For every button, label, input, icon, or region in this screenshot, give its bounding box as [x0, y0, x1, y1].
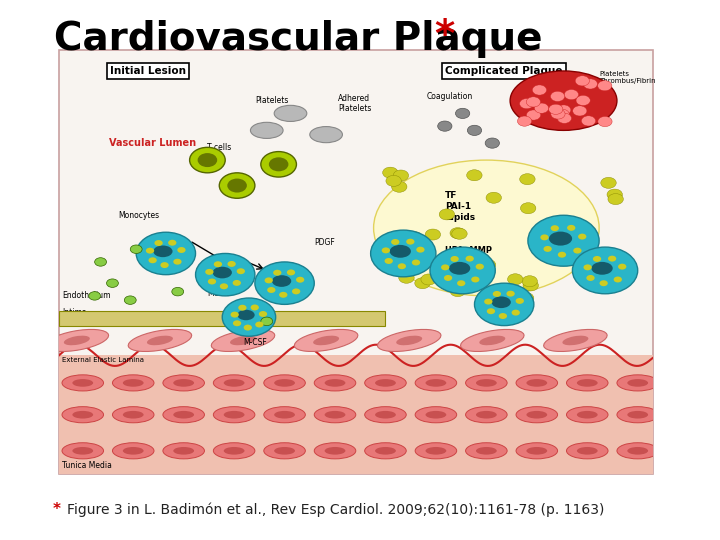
Text: *: *: [434, 17, 454, 55]
Text: Figure 3 in L. Badimón et al., Rev Esp Cardiol. 2009;62(10):1161-78 (p. 1163): Figure 3 in L. Badimón et al., Rev Esp C…: [67, 503, 605, 517]
Text: *: *: [53, 502, 60, 517]
Text: Cardiovascular Plaque: Cardiovascular Plaque: [53, 20, 542, 58]
FancyBboxPatch shape: [59, 50, 652, 474]
